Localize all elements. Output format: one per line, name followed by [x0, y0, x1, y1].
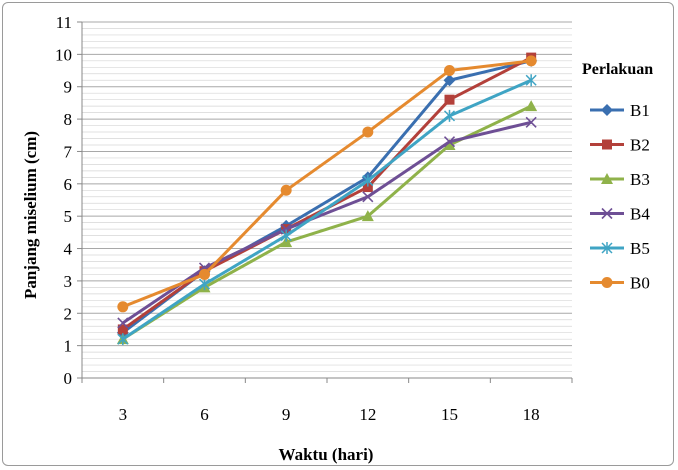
legend-item-b1: B1: [590, 101, 650, 120]
y-tick-label: 8: [64, 110, 73, 129]
series-line-b0: [122, 59, 532, 309]
data-point-b0: [280, 184, 292, 196]
axes: [77, 21, 573, 383]
x-tick-label: 15: [441, 405, 458, 424]
data-point-b5: [443, 109, 456, 122]
data-point-b4: [117, 317, 129, 329]
x-tick-label: 6: [200, 405, 209, 424]
series-b2: [117, 52, 537, 335]
legend-label-b3: B3: [630, 170, 650, 189]
marker-stroke: [601, 207, 613, 220]
x-tick-labels: 3 6 9 12 15 18: [119, 405, 540, 424]
x-tick-label: 18: [523, 405, 540, 424]
data-point-b0: [444, 65, 455, 77]
data-point-b4: [443, 136, 456, 148]
marker-stroke: [525, 116, 537, 128]
y-tick-label: 0: [64, 369, 73, 388]
marker-stroke: [117, 317, 129, 329]
data-point-b3: [361, 210, 374, 222]
data-point-b0: [117, 301, 129, 313]
legend-marker-b2: [602, 139, 612, 150]
data-point-b5: [280, 229, 292, 242]
data-point-b0: [362, 126, 374, 138]
marker-stroke: [362, 191, 374, 203]
y-tick-label: 10: [55, 45, 72, 64]
y-tick-label: 6: [64, 175, 73, 194]
data-point-b2: [444, 94, 455, 105]
data-point-b5: [525, 74, 537, 87]
legend-item-b0: B0: [590, 274, 650, 293]
data-point-b0: [525, 55, 537, 67]
legend: Perlakuan B1 B2 B3 B4 B5 B0: [582, 61, 653, 293]
x-axis-label: Waktu (hari): [279, 445, 374, 464]
legend-marker-b5: [601, 242, 613, 254]
x-tick-label: 12: [359, 405, 376, 424]
series-b4: [117, 116, 537, 329]
y-tick-label: 5: [64, 207, 73, 226]
legend-marker-b0: [601, 277, 613, 288]
data-point-b5: [362, 174, 374, 187]
data-point-b2: [362, 182, 373, 193]
data-point-b5: [117, 333, 129, 346]
legend-label-b2: B2: [630, 136, 650, 155]
series-line-b4: [121, 120, 532, 325]
legend-marker-b3: [601, 173, 613, 184]
legend-label-b5: B5: [630, 239, 650, 258]
series-b5: [117, 74, 537, 346]
data-point-b2: [117, 324, 128, 335]
legend-item-b2: B2: [590, 136, 650, 155]
data-point-b3: [525, 100, 538, 112]
legend-label-b0: B0: [630, 274, 650, 293]
data-point-b1: [443, 74, 456, 87]
x-tick-label: 3: [119, 405, 128, 424]
legend-item-b3: B3: [590, 170, 650, 189]
y-tick-label: 11: [56, 13, 72, 32]
data-point-b3: [443, 138, 456, 150]
y-tick-label: 1: [64, 337, 73, 356]
y-tick-labels: 0 1 2 3 4 5 6 7 8 9 10 11: [55, 13, 73, 388]
legend-marker-b1: [601, 104, 613, 116]
x-tick-label: 9: [282, 405, 291, 424]
legend-items: B1 B2 B3 B4 B5 B0: [590, 101, 650, 293]
legend-item-b4: B4: [590, 205, 650, 224]
y-tick-label: 7: [64, 142, 73, 161]
y-tick-label: 9: [64, 78, 73, 97]
data-point-b5: [198, 278, 211, 291]
legend-item-b5: B5: [590, 239, 650, 258]
data-point-b4: [362, 191, 374, 203]
chart-frame: [2, 2, 674, 466]
y-tick-label: 3: [64, 272, 73, 291]
series-b0: [117, 55, 537, 313]
series-line-b2: [121, 56, 532, 331]
marker-stroke: [443, 136, 456, 148]
legend-label-b4: B4: [630, 205, 650, 224]
y-tick-label: 2: [64, 304, 73, 323]
y-axis-label: Panjang miselium (cm): [21, 131, 40, 299]
legend-title: Perlakuan: [582, 61, 653, 78]
legend-label-b1: B1: [630, 101, 650, 120]
series-line-b5: [121, 78, 532, 341]
legend-marker-b4: [601, 207, 613, 220]
data-point-b0: [199, 268, 210, 280]
data-point-b4: [525, 116, 537, 128]
y-tick-label: 4: [64, 240, 73, 259]
series-group: [116, 52, 538, 346]
